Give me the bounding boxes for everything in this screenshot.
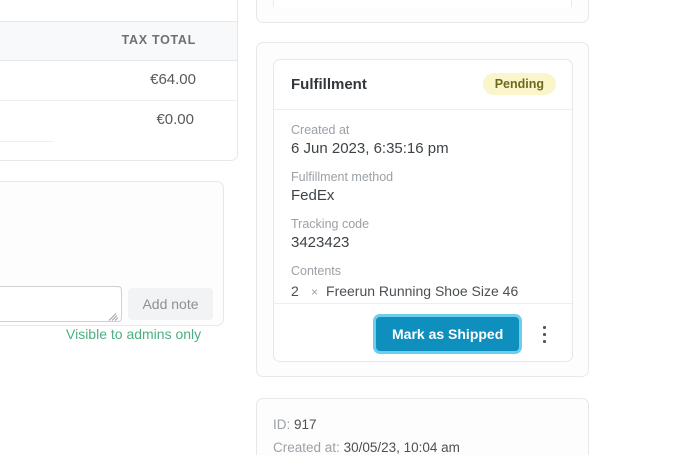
content-product-name: Freerun Running Shoe Size 46 xyxy=(326,283,519,299)
fulfillment-details: Created at 6 Jun 2023, 6:35:16 pm Fulfil… xyxy=(274,110,572,311)
field-tracking-code: Tracking code 3423423 xyxy=(291,216,555,253)
mark-as-shipped-button[interactable]: Mark as Shipped xyxy=(376,317,520,351)
previous-fulfillment-card xyxy=(256,0,589,23)
previous-fulfillment-inner-card xyxy=(273,0,572,7)
field-label: Tracking code xyxy=(291,217,370,231)
field-created-at: Created at 6 Jun 2023, 6:35:16 pm xyxy=(291,122,555,159)
note-input[interactable] xyxy=(0,286,122,322)
fulfillment-actions: Mark as Shipped xyxy=(274,303,572,361)
meta-created-label: Created at: xyxy=(273,440,340,455)
order-meta-body: ID: 917 Created at: 30/05/23, 10:04 am xyxy=(273,413,572,455)
field-label: Fulfillment method xyxy=(291,170,394,184)
field-label: Contents xyxy=(291,264,342,278)
fulfillment-title: Fulfillment xyxy=(291,76,367,93)
field-value: FedEx xyxy=(291,187,335,204)
table-row: €64.00 xyxy=(0,61,237,101)
left-column: TAX TOTAL €64.00 €0.00 Add note Visible … xyxy=(0,0,238,455)
note-visibility-hint: Visible to admins only xyxy=(66,326,202,342)
totals-table-header-row: TAX TOTAL xyxy=(0,21,237,61)
table-divider xyxy=(0,141,54,142)
table-row: €0.00 xyxy=(0,101,237,141)
add-note-button[interactable]: Add note xyxy=(128,288,213,320)
order-totals-table-card: TAX TOTAL €64.00 €0.00 xyxy=(0,0,238,161)
kebab-menu-icon[interactable] xyxy=(532,316,556,352)
fulfillment-card-container: Fulfillment Pending Created at 6 Jun 202… xyxy=(256,42,589,377)
list-item: 2 × Freerun Running Shoe Size 46 xyxy=(291,283,555,299)
field-contents: Contents 2 × Freerun Running Shoe Size 4… xyxy=(291,263,555,299)
field-value: 3423423 xyxy=(291,234,350,251)
cell-tax-total: €0.00 xyxy=(156,111,194,128)
meta-id-label: ID: xyxy=(273,417,291,432)
fulfillment-card: Fulfillment Pending Created at 6 Jun 202… xyxy=(273,59,573,362)
column-header-tax-total: TAX TOTAL xyxy=(121,33,196,47)
field-value: 6 Jun 2023, 6:35:16 pm xyxy=(291,140,449,157)
content-quantity: 2 xyxy=(291,283,299,299)
meta-id-value: 917 xyxy=(294,417,317,432)
cell-tax-total: €64.00 xyxy=(150,71,196,88)
meta-created-value: 30/05/23, 10:04 am xyxy=(343,440,460,455)
order-meta-card: ID: 917 Created at: 30/05/23, 10:04 am xyxy=(256,398,589,455)
multiply-icon: × xyxy=(311,285,319,299)
meta-id-line: ID: 917 xyxy=(273,413,572,436)
field-label: Created at xyxy=(291,123,350,137)
field-fulfillment-method: Fulfillment method FedEx xyxy=(291,169,555,206)
fulfillment-header: Fulfillment Pending xyxy=(274,60,572,110)
status-badge: Pending xyxy=(482,73,556,95)
meta-created-line: Created at: 30/05/23, 10:04 am xyxy=(273,436,572,455)
